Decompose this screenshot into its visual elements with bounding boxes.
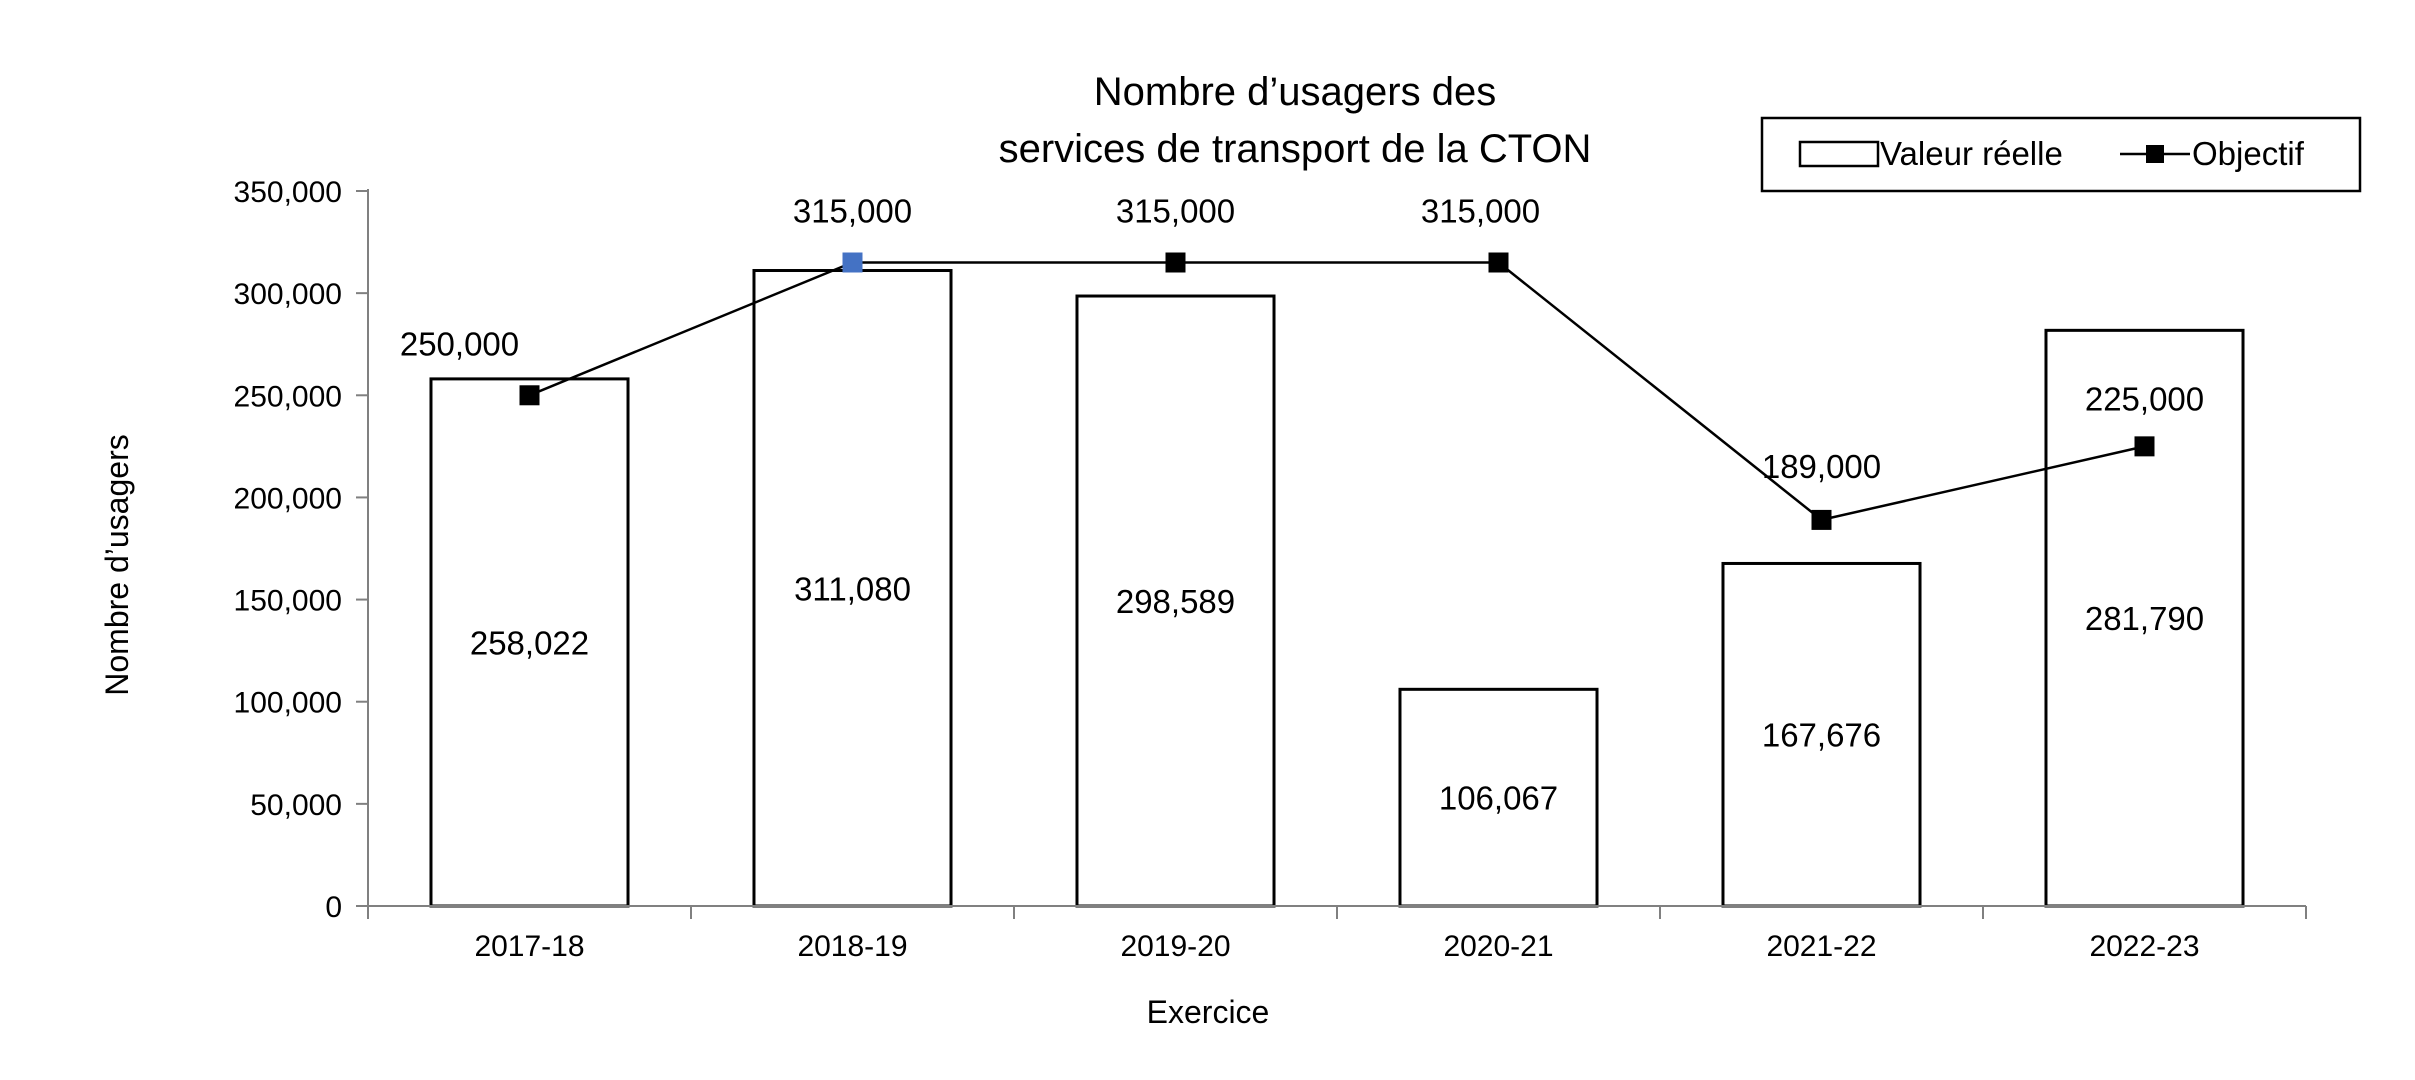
x-axis-label: Exercice bbox=[1147, 994, 1270, 1030]
bar-2017-18 bbox=[429, 377, 630, 908]
x-tick-label: 2021-22 bbox=[1766, 930, 1876, 963]
bar-value-label-2017-18: 258,022 bbox=[470, 624, 589, 661]
y-tick-label: 0 bbox=[325, 891, 342, 924]
bar-labels-group: 258,022 311,080 298,589 106,067 167,676 281,7… bbox=[470, 570, 2204, 816]
objective-value-label-2018-19: 315,000 bbox=[793, 193, 912, 230]
bar-2021-22 bbox=[1721, 561, 1922, 908]
objective-value-label-2017-18: 250,000 bbox=[400, 325, 519, 362]
objective-value-label-2019-20: 315,000 bbox=[1116, 193, 1235, 230]
bar-2020-21 bbox=[1398, 687, 1599, 908]
x-tick-label: 2018-19 bbox=[797, 930, 907, 963]
y-tick-label: 150,000 bbox=[234, 585, 342, 618]
objective-line-group: 250,000 315,000 315,000 315,000 189,000 225,0… bbox=[400, 193, 2204, 530]
bar-2022-23 bbox=[2044, 328, 2245, 908]
objective-value-label-2022-23: 225,000 bbox=[2085, 380, 2204, 417]
y-tick-label: 350,000 bbox=[234, 176, 342, 209]
objective-marker-2019-20 bbox=[1165, 252, 1186, 273]
bar-2018-19 bbox=[752, 269, 953, 908]
y-tick-label: 200,000 bbox=[234, 482, 342, 515]
legend-label-line: Objectif bbox=[2192, 135, 2305, 172]
chart-title-line-1: Nombre d’usagers des bbox=[1094, 70, 1496, 114]
bar-value-label-2022-23: 281,790 bbox=[2085, 600, 2204, 637]
bar-value-label-2020-21: 106,067 bbox=[1439, 780, 1558, 817]
y-tick-label: 50,000 bbox=[250, 789, 342, 822]
legend-label-bars: Valeur réelle bbox=[1880, 135, 2063, 172]
x-tick-label: 2022-23 bbox=[2089, 930, 2199, 963]
objective-marker-2022-23 bbox=[2134, 436, 2155, 457]
bar-2019-20 bbox=[1075, 294, 1276, 908]
objective-marker-2017-18 bbox=[519, 385, 540, 406]
bar-value-label-2019-20: 298,589 bbox=[1116, 583, 1235, 620]
objective-marker-2021-22 bbox=[1811, 509, 1832, 530]
y-tick-label: 250,000 bbox=[234, 380, 342, 413]
objective-value-label-2021-22: 189,000 bbox=[1762, 448, 1881, 485]
objective-value-label-2020-21: 315,000 bbox=[1421, 193, 1540, 230]
x-tick-label: 2019-20 bbox=[1120, 930, 1230, 963]
legend: Valeur réelle Objectif bbox=[1760, 116, 2362, 193]
y-axis-label: Nombre d’usagers bbox=[99, 434, 135, 695]
legend-marker-swatch bbox=[2146, 145, 2164, 163]
x-tick-label: 2017-18 bbox=[474, 930, 584, 963]
legend-bar-swatch bbox=[1798, 140, 1880, 168]
objective-marker-2020-21 bbox=[1488, 252, 1509, 273]
y-tick-label: 100,000 bbox=[234, 687, 342, 720]
chart-title-line-2: services de transport de la CTON bbox=[999, 127, 1592, 171]
bars-group bbox=[429, 269, 2245, 908]
y-tick-label: 300,000 bbox=[234, 278, 342, 311]
bar-value-label-2018-19: 311,080 bbox=[794, 570, 911, 607]
objective-line bbox=[529, 261, 2145, 522]
axes-group: 0 50,000 100,000 150,000 200,000 250,000 300,0… bbox=[234, 176, 2307, 963]
bar-value-label-2021-22: 167,676 bbox=[1762, 717, 1881, 754]
objective-marker-2018-19 bbox=[842, 252, 863, 273]
x-tick-label: 2020-21 bbox=[1443, 930, 1553, 963]
